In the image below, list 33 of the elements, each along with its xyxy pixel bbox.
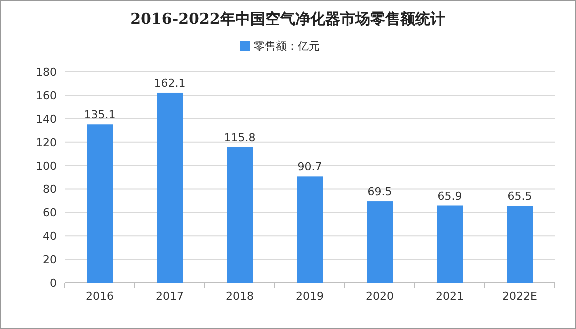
y-tick-label: 60 (43, 206, 57, 220)
data-label: 135.1 (84, 108, 116, 122)
y-tick-label: 80 (43, 183, 57, 196)
x-tick-label: 2021 (436, 290, 464, 303)
data-label: 90.7 (298, 160, 322, 174)
y-tick-label: 100 (36, 160, 57, 173)
y-tick-label: 160 (36, 89, 57, 102)
y-tick-label: 120 (36, 136, 57, 150)
bar (157, 92, 183, 283)
data-label: 69.5 (368, 186, 392, 199)
bar (297, 176, 323, 283)
data-label: 115.8 (224, 131, 256, 144)
data-label: 65.9 (438, 190, 462, 203)
x-tick-label: 2017 (156, 290, 184, 303)
bar (437, 206, 463, 283)
chart-title: 2016-2022年中国空气净化器市场零售额统计 (130, 10, 446, 28)
data-label: 162.1 (154, 76, 186, 90)
x-tick-label: 2016 (86, 290, 114, 303)
y-tick-label: 0 (50, 277, 57, 290)
bar (507, 206, 533, 283)
x-tick-label: 2020 (366, 290, 394, 303)
x-tick-label: 2019 (296, 290, 324, 303)
y-tick-label: 140 (36, 112, 57, 126)
x-tick-label: 2022E (502, 290, 538, 303)
legend-label: 零售额：亿元 (254, 40, 320, 53)
y-tick-label: 40 (43, 230, 57, 244)
data-label: 65.5 (508, 190, 532, 204)
x-tick-label: 2018 (226, 290, 254, 303)
y-tick-label: 20 (43, 254, 57, 267)
y-tick-label: 180 (36, 66, 57, 79)
bar (367, 202, 393, 283)
bar (87, 124, 113, 283)
bar (227, 147, 253, 283)
